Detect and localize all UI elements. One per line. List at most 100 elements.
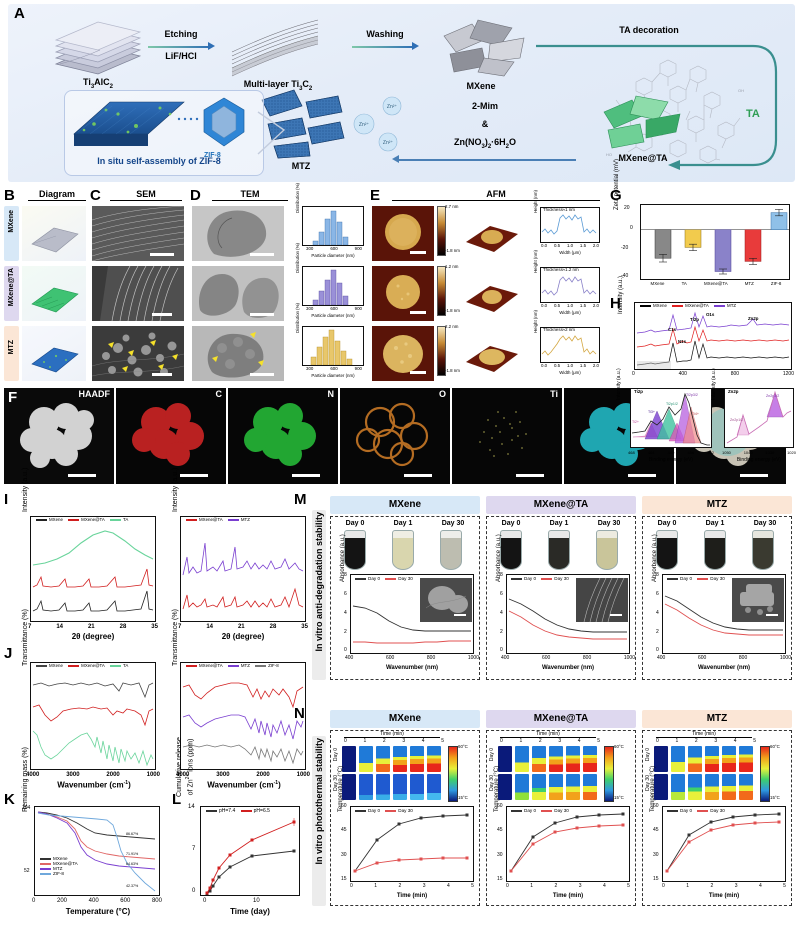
xps-survey-xticks: 0 400 800 1200: [632, 371, 794, 377]
legend-mtz: MTZ: [714, 303, 736, 309]
panel-n-label: N: [294, 705, 305, 722]
scalebar: [740, 474, 768, 477]
panel-i-label: I: [4, 491, 9, 508]
sem-image-mxene-ta: [92, 266, 184, 321]
panel-m-header-mxene: MXene: [330, 496, 480, 514]
legend-mxene: MXene: [640, 303, 667, 309]
afm-colorbar-mtz: [437, 326, 446, 376]
legend-mtz: MTZ: [227, 663, 250, 669]
label-mxene: MXene: [466, 81, 496, 91]
vial-day1-mxene-ta: [548, 530, 570, 570]
arrow-etching-bottom-label: LiF/HCl: [165, 51, 197, 61]
vial-day0-mxene: [344, 530, 366, 570]
thermal-img-d0-t1-mxene: [359, 746, 373, 772]
afm-profile-mtz: [540, 327, 600, 363]
arrow-washing-head: [412, 42, 419, 50]
thermal-img-d0-t4-mtz: [722, 746, 736, 772]
panel-j-label: J: [4, 645, 13, 662]
absorbance-plot-mtz: [664, 595, 783, 636]
thermal-colorbar-bottom-mxene-ta: 15°C: [614, 795, 624, 800]
afm-profile-trace: [541, 214, 597, 235]
panel-n-legend-mtz: Day 0 Day 30: [667, 808, 729, 813]
legend-mxene: MXene: [36, 663, 63, 669]
label-mxene-ta: MXene@TA: [618, 153, 668, 163]
n-ytick-60-mxene-ta: 60: [497, 803, 503, 809]
legend-ta: TA: [110, 663, 128, 669]
xps-survey-legend: MXene MXene@TA MTZ: [640, 303, 740, 309]
tem-image-mtz: [192, 326, 284, 381]
label-ta: TA: [746, 108, 760, 120]
vial-day0-mxene-ta: [500, 530, 522, 570]
afm-scale-top-mtz: 2.2 nm: [445, 324, 459, 329]
panel-f-label: F: [8, 389, 18, 406]
zeta-ytick-20: 20: [624, 205, 630, 211]
thermal-img-d30-t2-mxene: [376, 774, 390, 800]
funnel-connector: [257, 111, 286, 155]
dotted-connector: [177, 117, 199, 121]
legend-zif8: ZIF-8: [40, 871, 78, 876]
xrd-chart-2: [180, 516, 306, 622]
xps-annot-o1s: O1s: [706, 312, 715, 317]
panel-n-box-mtz: [642, 730, 792, 906]
zn-ytick-7: 7: [192, 846, 196, 852]
photothermal-plot-mtz: [665, 812, 781, 873]
n-ytick-60-mxene: 60: [341, 803, 347, 809]
ftir2-xticks: 4000 3000 2000 1000: [176, 772, 310, 778]
legend-day30: Day 30: [541, 576, 569, 581]
ti2p-annot-ti2p12: Ti2p1/2: [666, 402, 678, 406]
histogram-bars: [312, 210, 349, 246]
panel-m-box-mxene-ta: [486, 516, 636, 680]
legend-day0: Day 0: [355, 808, 380, 813]
histogram-xlabel-mxene: Particle diameter (nm): [311, 253, 355, 258]
eds-label-haadf: HAADF: [78, 389, 111, 399]
zn2p-plot: [726, 390, 792, 444]
panel-n-time-label-mxene-ta: Time (min): [500, 731, 596, 739]
panel-h-label: H: [610, 295, 621, 312]
m-ytick-8-mxene: 8: [344, 572, 347, 578]
zeta-ytick-neg20: -20: [621, 245, 629, 251]
afm-colorbar-mxene: [437, 206, 446, 256]
absorbance-plot-mxene-ta: [508, 598, 627, 640]
n-ytick-30-mxene: 30: [341, 852, 347, 858]
n-ytick-15-mtz: 15: [653, 876, 659, 882]
panel-b-title: Diagram: [28, 189, 86, 202]
thermal-img-d0-t3-mxene: [393, 746, 407, 772]
legend-mxene-ta: MXene@TA: [186, 663, 223, 669]
eds-label-ti: Ti: [550, 389, 558, 399]
label-mtz: MTZ: [291, 161, 311, 171]
histogram-mtz: [302, 326, 364, 366]
legend-day0: Day 0: [511, 576, 536, 581]
svg-text:Zn²⁺: Zn²⁺: [383, 140, 394, 146]
afm-profile-xlabel-mtz: Width (μm): [559, 370, 581, 375]
xps-annot-c1s: C1s: [668, 327, 677, 332]
zn-ytick-14: 14: [188, 804, 195, 810]
xrd2-xticks: 7 14 21 28 35: [178, 624, 308, 630]
panel-m-xticks-mxene-ta: 400 600 800 1000: [501, 655, 635, 661]
afm-image-mxene: [372, 206, 434, 261]
label-ti3alc2: Ti3AlC2: [82, 77, 114, 90]
ftir1-ylabel: Transmittance (%): [22, 609, 29, 666]
ftir2-xlabel: Wavenumber (cm-1): [207, 780, 281, 790]
legend-mxene-ta: MXene@TA: [68, 663, 105, 669]
vial-label-day0-mxene: Day 0: [345, 520, 365, 527]
thermal-img-d0-t2-mxene: [376, 746, 390, 772]
tga-endpoint-mxene: 86.67%: [126, 832, 139, 836]
vial-day30-mtz: [752, 530, 774, 570]
label-multilayer-ti3c2: Multi-layer Ti3C2: [243, 79, 313, 92]
m-ytick-4-mxene: 4: [344, 610, 347, 616]
afm-profile-mxene: [540, 207, 600, 243]
vial-label-day1-mtz: Day 1: [705, 520, 725, 527]
legend-mxene: MXene: [36, 517, 63, 523]
afm-3d-mxene: [462, 208, 522, 258]
zn-release-xlabel: Time (day): [230, 907, 270, 916]
n-ytick-30-mtz: 30: [653, 852, 659, 858]
svg-text:Zn²⁺: Zn²⁺: [387, 104, 398, 110]
scalebar: [766, 614, 778, 616]
panel-a-schematic: A Ti3AlC2 Etching LiF/HCl Multi-layer Ti…: [8, 4, 795, 182]
eds-map-n: N: [228, 388, 338, 484]
tga-legend: MXene MXene@TA MTZ ZIF-8: [40, 856, 78, 876]
scalebar: [68, 474, 96, 477]
panel-n-side-label: In vitro photothermal stability: [312, 736, 326, 906]
scalebar: [152, 313, 172, 316]
xps-survey-chart: [634, 302, 792, 370]
